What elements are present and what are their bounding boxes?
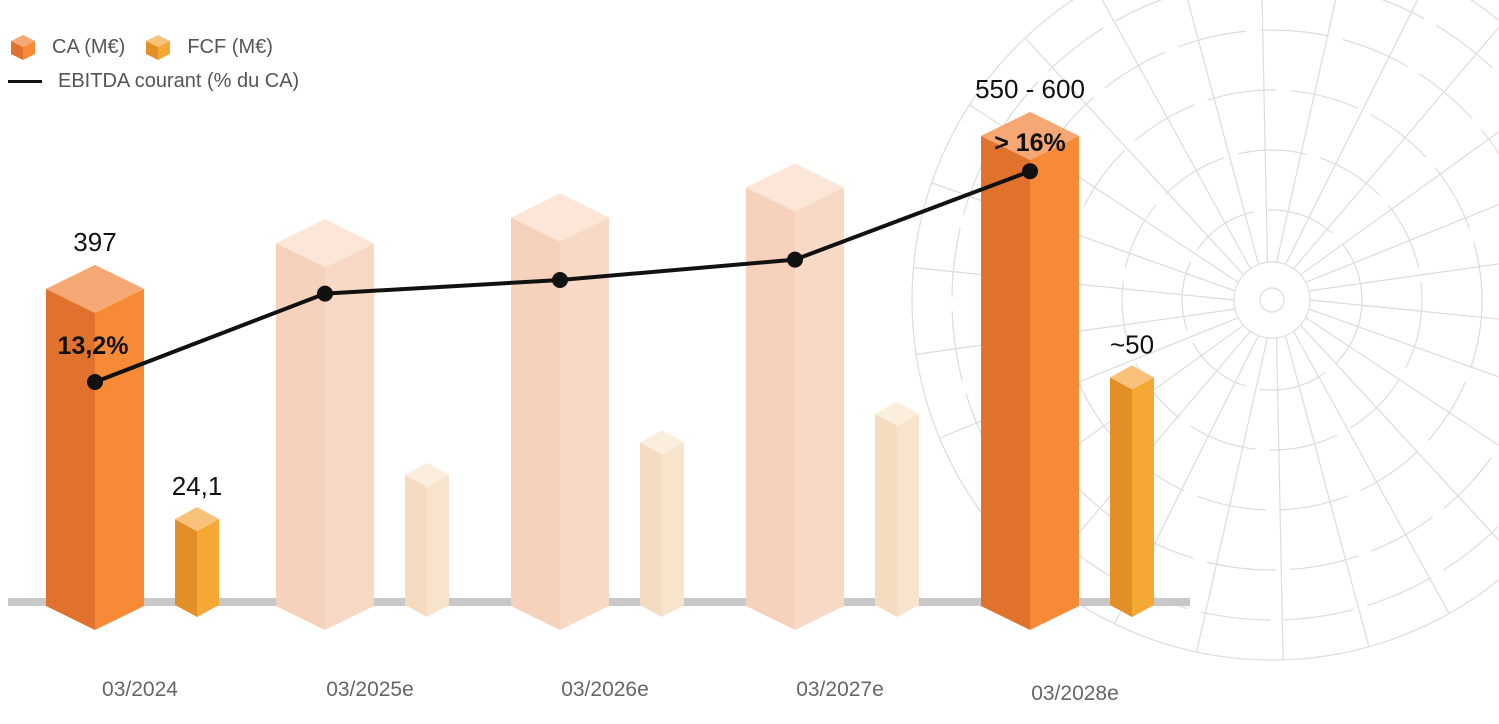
fcf-value-label-0: 24,1	[172, 471, 223, 501]
fcf-bar-3-top	[875, 401, 919, 426]
ca-value-label-4: 550 - 600	[975, 74, 1085, 104]
ca-bar-0	[46, 264, 144, 630]
fcf-bar-2-side	[640, 442, 662, 617]
fcf-bar-1-side	[405, 474, 427, 617]
ca-bar-0-top	[46, 264, 144, 313]
ebitda-value-label-4: > 16%	[994, 129, 1066, 157]
globe-spoke	[1305, 203, 1499, 283]
fcf-bar-4-side	[1110, 377, 1132, 617]
ebitda-point-1	[317, 285, 333, 302]
globe-spoke	[1300, 130, 1499, 276]
globe-spoke	[1284, 0, 1419, 265]
ca-value-label-0: 397	[73, 227, 116, 257]
globe-spoke	[1284, 335, 1370, 647]
fcf-bar-1-front	[427, 474, 449, 617]
fcf-bar-0-top	[175, 507, 219, 532]
legend-row-bars: CA (M€) FCF (M€)	[8, 30, 299, 64]
globe-ring	[1061, 89, 1483, 511]
legend-item-ca: CA (M€)	[8, 32, 125, 62]
fcf-bar-4	[1110, 365, 1154, 617]
globe-spoke	[1275, 0, 1337, 263]
chart-legend: CA (M€) FCF (M€) EBITDA courant (% du CA…	[8, 30, 299, 98]
fcf-bar-2-top	[640, 430, 684, 455]
ca-bar-3-top	[746, 163, 844, 212]
globe-spoke	[1024, 37, 1244, 276]
fcf-bar-0-side	[175, 519, 197, 617]
globe-spoke	[1196, 337, 1269, 653]
ebitda-point-2	[552, 272, 568, 288]
globe-hub-center	[1259, 287, 1285, 313]
globe-ring	[1121, 149, 1423, 451]
ca-bar-2	[511, 193, 609, 630]
x-tick-label-0: 03/2024	[102, 678, 178, 701]
fcf-bar-0	[175, 507, 219, 617]
fcf-value-label-4: ~50	[1110, 329, 1154, 359]
ca-bar-4-top	[981, 111, 1079, 160]
x-tick-label-4: 03/2028e	[1031, 682, 1119, 705]
legend-label-ebitda: EBITDA courant (% du CA)	[58, 69, 300, 92]
globe-spoke	[1187, 0, 1260, 265]
ca-bar-2-top	[511, 193, 609, 242]
legend-label-ca: CA (M€)	[52, 35, 126, 58]
legend-label-fcf: FCF (M€)	[187, 35, 273, 58]
ca-bar-3	[746, 163, 844, 630]
cube-icon-ca	[11, 35, 35, 60]
globe-spoke	[1261, 0, 1269, 263]
globe-spoke	[1300, 324, 1499, 542]
globe-spoke	[1275, 337, 1284, 660]
ebitda-point-4	[1022, 163, 1038, 180]
fcf-bar-4-top	[1110, 365, 1154, 390]
ca-bar-1-top	[276, 219, 374, 268]
fcf-bar-1	[405, 462, 449, 617]
ebitda-point-0	[87, 374, 103, 390]
ca-bar-0-side	[46, 288, 95, 630]
x-tick-label-1: 03/2025e	[326, 678, 414, 701]
ebitda-value-label-0: 13,2%	[58, 332, 129, 360]
ca-bar-1-front	[325, 243, 374, 630]
globe-outline	[911, 0, 1499, 661]
cube-icon-fcf	[146, 35, 171, 60]
ca-bar-4-side	[981, 135, 1030, 630]
globe-spoke	[1309, 299, 1499, 320]
ca-bar-1-side	[276, 243, 325, 630]
fcf-bar-2	[640, 430, 684, 617]
fcf-bar-3	[875, 401, 919, 617]
ca-bar-4	[981, 111, 1079, 630]
globe-hub-ring	[1233, 261, 1311, 339]
fcf-bar-0-front	[197, 519, 219, 617]
legend-row-line: EBITDA courant (% du CA)	[8, 64, 299, 98]
globe-spoke	[1101, 0, 1251, 270]
globe-spoke	[1308, 263, 1499, 292]
fcf-bar-1-top	[405, 462, 449, 487]
globe-spoke	[1293, 26, 1499, 270]
ca-bar-2-front	[560, 217, 609, 630]
globe-spoke	[1305, 317, 1499, 447]
fcf-bar-3-front	[897, 413, 919, 617]
line-swatch-ebitda	[8, 79, 42, 83]
globe-spoke	[1293, 330, 1450, 614]
globe-spoke	[1308, 308, 1499, 378]
ca-bar-0-front	[95, 288, 144, 630]
ca-bar-1	[276, 219, 374, 630]
fcf-bar-2-front	[662, 442, 684, 617]
ca-bar-3-side	[746, 187, 795, 630]
x-tick-label-3: 03/2027e	[796, 678, 884, 701]
ebitda-point-3	[787, 251, 803, 268]
fcf-bar-3-side	[875, 413, 897, 617]
ca-bar-2-side	[511, 217, 560, 630]
ca-bar-3-front	[795, 187, 844, 630]
globe-spoke	[931, 182, 1236, 292]
x-tick-label-2: 03/2026e	[561, 678, 649, 701]
globe-decoration	[911, 0, 1499, 661]
fcf-bar-4-front	[1132, 377, 1154, 617]
globe-ring	[1181, 209, 1363, 391]
legend-item-fcf: FCF (M€)	[143, 32, 273, 62]
ca-bar-4-front	[1030, 135, 1079, 630]
